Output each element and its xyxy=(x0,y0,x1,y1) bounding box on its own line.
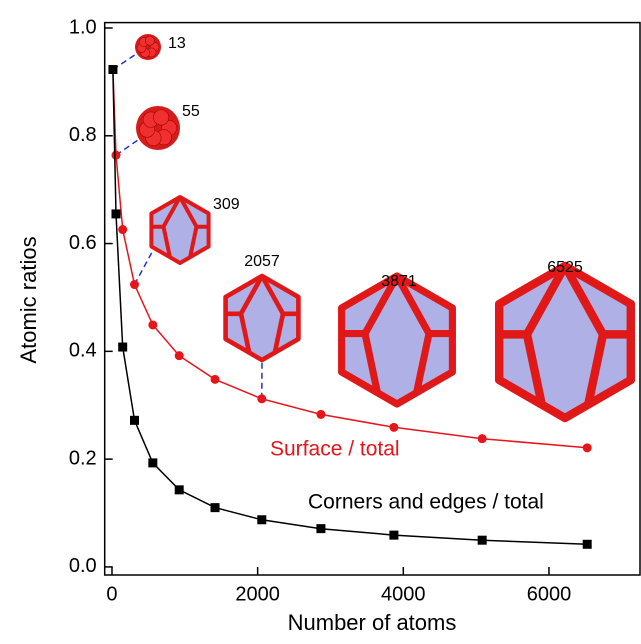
series-label: Surface / total xyxy=(270,438,400,461)
y-axis-label: Atomic ratios xyxy=(16,236,41,363)
marker xyxy=(175,485,184,494)
marker xyxy=(130,416,139,425)
cluster-label: 6525 xyxy=(547,259,583,276)
series-label: Corners and edges / total xyxy=(308,491,544,514)
x-tick-label: 4000 xyxy=(381,583,426,605)
cluster xyxy=(226,276,299,360)
marker xyxy=(211,503,220,512)
y-tick-label: 0.6 xyxy=(69,232,97,254)
y-tick-label: 0.4 xyxy=(69,340,97,362)
connector xyxy=(116,137,143,155)
cluster-label: 55 xyxy=(182,103,200,120)
marker xyxy=(478,434,487,443)
marker xyxy=(478,536,487,545)
marker xyxy=(316,524,325,533)
x-axis-label: Number of atoms xyxy=(288,610,457,635)
marker xyxy=(130,280,139,289)
cluster-atom xyxy=(153,110,168,125)
marker xyxy=(118,343,127,352)
y-tick-label: 0.0 xyxy=(69,555,97,577)
cluster xyxy=(499,266,631,418)
chart: Number of atoms Atomic ratios 0 2000 4000 6… xyxy=(0,0,641,639)
y-tick-label: 1.0 xyxy=(69,16,97,38)
cluster xyxy=(342,276,453,404)
cluster-label: 2057 xyxy=(244,253,280,270)
cluster-label: 309 xyxy=(213,196,240,213)
marker xyxy=(257,394,266,403)
marker xyxy=(118,225,127,234)
marker xyxy=(211,375,220,384)
marker xyxy=(583,540,592,549)
y-tick-label: 0.8 xyxy=(69,124,97,146)
cluster-label: 3871 xyxy=(381,273,417,290)
page: {"chart_data": {"type": "line", "x_label… xyxy=(0,0,641,644)
cluster-label: 13 xyxy=(168,35,186,52)
x-tick-label: 0 xyxy=(106,583,117,605)
marker xyxy=(583,443,592,452)
marker xyxy=(148,320,157,329)
marker xyxy=(389,531,398,540)
marker xyxy=(257,515,266,524)
marker xyxy=(111,209,120,218)
marker xyxy=(111,151,120,160)
x-tick-label: 6000 xyxy=(527,583,572,605)
marker xyxy=(108,65,117,74)
marker xyxy=(316,410,325,419)
cluster-atom xyxy=(145,36,154,45)
marker xyxy=(389,423,398,432)
y-tick-label: 0.2 xyxy=(69,447,97,469)
x-tick-label: 2000 xyxy=(235,583,280,605)
marker xyxy=(148,458,157,467)
marker xyxy=(175,351,184,360)
cluster xyxy=(151,197,208,263)
